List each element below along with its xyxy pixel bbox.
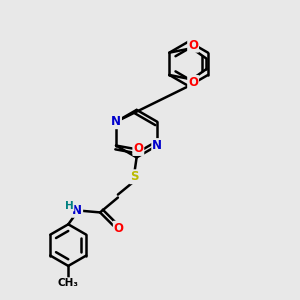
Text: N: N <box>72 204 82 217</box>
Text: N: N <box>111 115 121 128</box>
Text: N: N <box>152 139 162 152</box>
Text: S: S <box>130 170 139 183</box>
Text: O: O <box>114 222 124 235</box>
Text: O: O <box>188 76 198 89</box>
Text: CH₃: CH₃ <box>58 278 79 288</box>
Text: O: O <box>188 39 198 52</box>
Text: O: O <box>133 142 143 155</box>
Text: H: H <box>65 201 74 211</box>
